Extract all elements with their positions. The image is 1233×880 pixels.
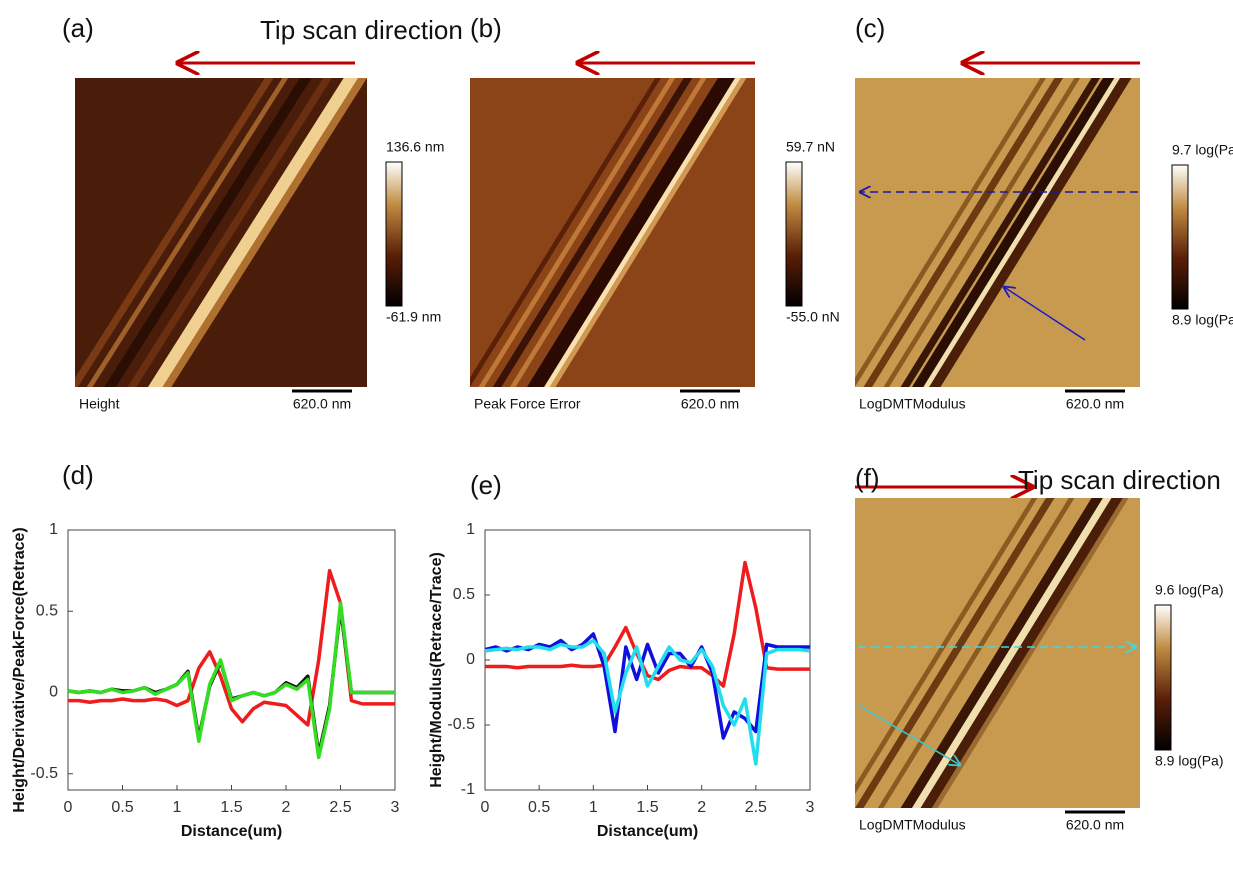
image-feature bbox=[877, 498, 1075, 808]
colorbar-max: 59.7 nN bbox=[786, 139, 835, 155]
x-tick-label: 2 bbox=[697, 799, 706, 816]
y-tick-label: 1 bbox=[49, 521, 58, 538]
image-feature bbox=[920, 498, 1123, 808]
colorbar bbox=[1171, 164, 1189, 310]
colorbar-max: 9.7 log(Pa) bbox=[1172, 142, 1233, 158]
panel-title: Tip scan direction bbox=[1018, 465, 1221, 495]
y-tick-label: -0.5 bbox=[447, 716, 475, 733]
image-feature bbox=[855, 498, 1038, 795]
image-feature bbox=[900, 78, 1101, 387]
pointer-arrow bbox=[857, 704, 960, 765]
image-feature bbox=[544, 78, 741, 387]
channel-name: LogDMTModulus bbox=[859, 396, 966, 412]
x-axis-label: Distance(um) bbox=[597, 823, 698, 840]
plot-area bbox=[67, 529, 396, 791]
y-tick-label: 0 bbox=[49, 684, 58, 701]
colorbar-min: 8.9 log(Pa) bbox=[1172, 312, 1233, 328]
image-feature bbox=[912, 498, 1112, 808]
panel-label: (b) bbox=[470, 13, 502, 43]
x-tick-label: 2 bbox=[282, 799, 291, 816]
image-feature bbox=[883, 78, 1081, 387]
x-tick-label: 0.5 bbox=[528, 799, 550, 816]
x-tick-label: 2.5 bbox=[329, 799, 351, 816]
image-feature bbox=[929, 78, 1132, 387]
image-feature bbox=[863, 78, 1064, 387]
x-tick-label: 0 bbox=[64, 799, 73, 816]
colorbar-min: 8.9 log(Pa) bbox=[1155, 753, 1223, 769]
colorbar bbox=[1154, 604, 1172, 751]
afm-image bbox=[470, 78, 755, 387]
image-feature bbox=[478, 78, 676, 387]
y-axis-label: Height/Modulus(Retrace/Trace) bbox=[428, 552, 445, 788]
y-tick-label: 0.5 bbox=[36, 602, 58, 619]
channel-name: LogDMTModulus bbox=[859, 817, 966, 833]
panel-label: (a) bbox=[62, 13, 94, 43]
panel-label: (e) bbox=[470, 470, 502, 500]
line-series bbox=[484, 638, 811, 766]
image-feature bbox=[912, 78, 1115, 387]
x-tick-label: 1 bbox=[173, 799, 182, 816]
afm-image bbox=[855, 78, 1140, 387]
panel-label: (c) bbox=[855, 13, 885, 43]
colorbar-min: -61.9 nm bbox=[386, 309, 441, 325]
line-series bbox=[485, 560, 810, 688]
scale-label: 620.0 nm bbox=[1066, 396, 1124, 412]
image-feature bbox=[75, 78, 274, 387]
colorbar bbox=[785, 161, 803, 307]
colorbar-max: 9.6 log(Pa) bbox=[1155, 582, 1223, 598]
image-feature bbox=[492, 78, 693, 387]
scale-label: 620.0 nm bbox=[681, 396, 739, 412]
image-feature bbox=[855, 498, 1055, 808]
x-tick-label: 2.5 bbox=[745, 799, 767, 816]
image-feature bbox=[104, 78, 312, 387]
afm-image bbox=[855, 498, 1140, 808]
channel-name: Height bbox=[79, 396, 120, 412]
channel-name: Peak Force Error bbox=[474, 396, 581, 412]
line-series bbox=[484, 632, 810, 740]
image-feature bbox=[86, 78, 289, 387]
image-feature bbox=[527, 78, 736, 387]
y-tick-label: 0 bbox=[466, 651, 475, 668]
panel-label: (d) bbox=[62, 460, 94, 490]
pointer-arrow bbox=[1004, 287, 1086, 341]
colorbar-max: 136.6 nm bbox=[386, 139, 444, 155]
y-tick-label: 0.5 bbox=[453, 586, 475, 603]
image-feature bbox=[470, 78, 661, 387]
x-tick-label: 1.5 bbox=[220, 799, 242, 816]
x-tick-label: 3 bbox=[391, 799, 400, 816]
image-feature bbox=[855, 78, 1046, 387]
image-feature bbox=[923, 78, 1121, 387]
image-feature bbox=[162, 78, 367, 387]
colorbar bbox=[385, 161, 403, 307]
scale-label: 620.0 nm bbox=[1066, 817, 1124, 833]
x-tick-label: 0 bbox=[481, 799, 490, 816]
afm-image bbox=[75, 78, 367, 387]
x-axis-label: Distance(um) bbox=[181, 823, 282, 840]
image-feature bbox=[127, 78, 332, 387]
x-tick-label: 0.5 bbox=[111, 799, 133, 816]
image-feature bbox=[148, 78, 359, 387]
line-series bbox=[67, 601, 395, 760]
image-feature bbox=[549, 78, 747, 387]
colorbar-min: -55.0 nN bbox=[786, 309, 840, 325]
plot-area bbox=[484, 529, 811, 791]
y-tick-label: 1 bbox=[466, 521, 475, 538]
y-axis-label: Height/Derivative/PeakForce(Retrace) bbox=[11, 527, 28, 812]
panel-title: Tip scan direction bbox=[260, 15, 463, 45]
scale-label: 620.0 nm bbox=[293, 396, 351, 412]
image-feature bbox=[509, 78, 707, 387]
panel-label: (f) bbox=[855, 463, 880, 493]
image-feature bbox=[931, 498, 1129, 808]
y-tick-label: -0.5 bbox=[30, 765, 58, 782]
x-tick-label: 3 bbox=[806, 799, 815, 816]
y-tick-label: -1 bbox=[461, 781, 475, 798]
image-feature bbox=[900, 498, 1103, 808]
x-tick-label: 1.5 bbox=[636, 799, 658, 816]
x-tick-label: 1 bbox=[589, 799, 598, 816]
